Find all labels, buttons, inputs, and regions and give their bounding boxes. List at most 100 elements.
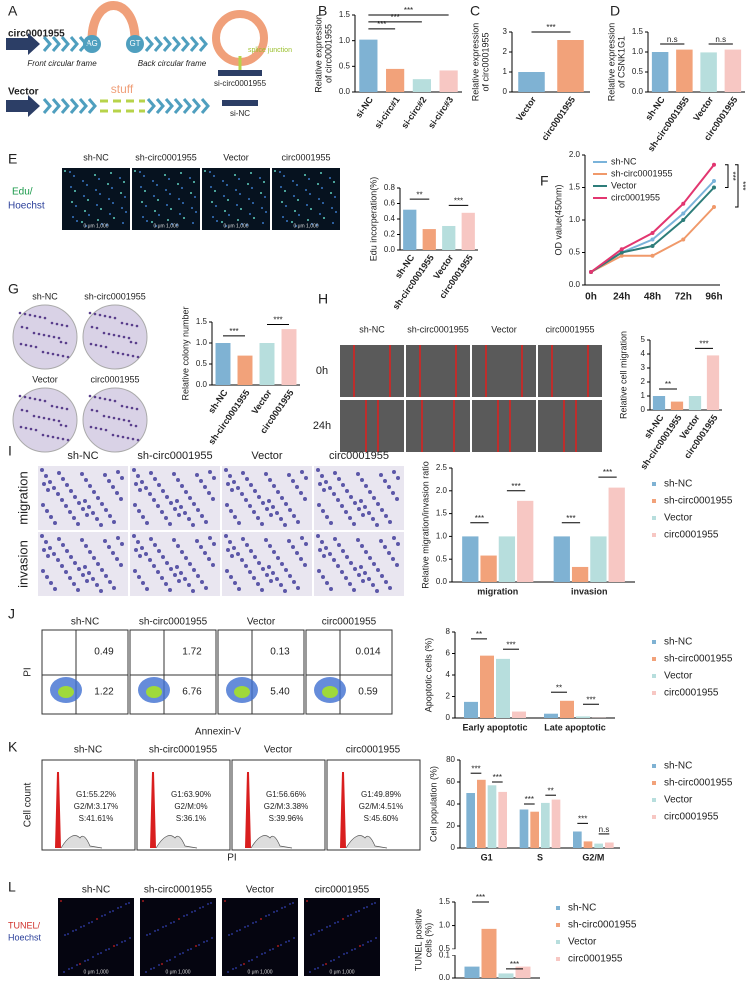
junction-label: splice junction [248,47,292,54]
sig-label: ** [548,786,554,795]
legend-label: sh-circ0001955 [664,654,733,665]
cell [115,557,119,561]
cell [48,546,52,550]
cell-dot [351,949,353,951]
colony [89,342,93,346]
cell [321,575,325,579]
cell [252,510,256,514]
phase-stat: G1:63.90% [171,790,211,799]
cell [180,484,184,488]
cell [344,510,348,514]
bar [237,355,253,385]
colony [89,425,93,429]
sig-label: n.s [667,35,678,44]
colony [103,397,107,401]
colony [120,404,124,408]
cell [316,534,320,538]
cell-dot [211,201,213,203]
cell-dot [109,213,111,215]
cell [57,471,61,475]
cell [225,503,229,507]
cell-dot [206,940,208,942]
cell-dot [174,956,176,958]
cell-dot [306,204,308,206]
cell-dot [121,941,123,943]
colony [51,352,55,356]
legend-marker [652,516,656,520]
transwell-image [130,466,220,530]
cell-dot [106,224,108,226]
y-tick-label: 0 [503,87,508,96]
legend-label: circ0001955 [664,530,719,541]
cell-dot [247,183,249,185]
panel-label: J [8,606,15,622]
cell-dot [191,911,193,913]
cell [168,588,172,592]
sig-label: *** [603,468,612,477]
chevron [153,36,163,52]
cell-dot [183,217,185,219]
cell-dot [333,959,335,961]
colony [135,407,139,411]
chevron [180,36,190,52]
cell-dot [362,944,364,946]
cell-dot [152,180,154,182]
cell [200,514,204,518]
cell [265,507,269,511]
cell [317,569,321,573]
cell-dot [81,221,83,223]
sig-label: *** [273,316,282,325]
cell [211,563,215,567]
colony [18,394,22,398]
colony [117,417,121,421]
cell [328,552,332,556]
cell-dot [112,202,114,204]
flow-plot [129,629,217,715]
colony [127,336,131,340]
legend-label: Vector [568,937,597,948]
cell-dot [71,201,73,203]
cell-dot [247,925,249,927]
cell-dot [190,192,192,194]
axis-label: PI [227,853,236,864]
legend-marker [556,940,560,944]
colony [90,325,94,329]
cell-dot [162,926,164,928]
cell [376,502,380,506]
colony [47,334,51,338]
y-tick-label: 1.5 [439,897,451,906]
y-tick-label: 1 [503,67,508,76]
cell [359,565,363,569]
cell-dot [180,172,182,174]
y-tick-label: 1.0 [632,47,644,56]
point [712,162,716,167]
image-label: sh-NC [67,450,98,462]
x-tick-label: invasion [571,586,608,596]
front-label: Front circular frame [27,59,97,68]
cell [284,502,288,506]
chevron [162,36,172,52]
legend-label: circ0001955 [664,688,719,699]
y-tick-label: 1.0 [569,215,581,224]
flow-plot [41,629,129,715]
cell-dot [207,903,209,905]
colony-well [12,304,78,370]
y-tick-label: 40 [446,799,455,808]
cell [53,521,57,525]
panel-label: L [8,879,16,895]
y-tick-label: 5 [641,335,646,344]
cell [85,513,89,517]
colony [125,322,129,326]
cell-dot [195,211,197,213]
cell-dot [280,944,282,946]
bar [487,785,497,848]
cell [49,581,53,585]
cell-dot [166,960,168,962]
cell-dot [298,214,300,216]
chevron [144,36,154,52]
y-tick-label: 1.5 [569,183,581,192]
colony [52,418,56,422]
cell-dot [72,216,74,218]
colony [113,316,117,320]
cell-dot [305,189,307,191]
